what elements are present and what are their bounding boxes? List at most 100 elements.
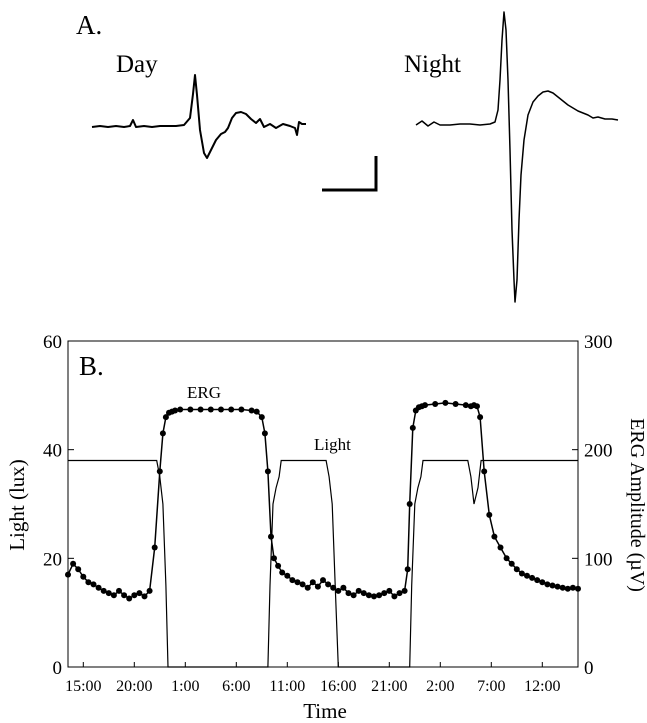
erg-point <box>513 566 520 573</box>
erg-point <box>575 585 581 592</box>
erg-point <box>187 406 194 413</box>
plot-frame <box>67 340 579 668</box>
erg-point <box>110 592 117 599</box>
erg-point <box>228 406 235 413</box>
y-left-axis-label: Light (lux) <box>5 459 29 551</box>
panel-a-label: A. <box>76 10 102 40</box>
erg-point <box>350 592 357 599</box>
erg-point <box>309 579 316 586</box>
x-axis: 15:00 20:00 1:00 6:00 11:00 16:00 21:00 2:00 7:0… <box>65 662 561 695</box>
erg-point <box>207 406 214 413</box>
erg-point <box>474 403 480 410</box>
erg-point <box>355 587 362 594</box>
x-tick-label: 16:00 <box>320 678 356 695</box>
y-left-tick-label: 0 <box>53 658 63 679</box>
erg-point <box>248 407 255 414</box>
erg-point <box>294 579 301 586</box>
erg-point <box>406 501 413 507</box>
erg-point <box>70 560 77 567</box>
erg-point <box>253 408 260 415</box>
erg-point <box>340 584 347 591</box>
erg-point <box>335 587 342 594</box>
y-right-tick-label: 0 <box>584 658 594 679</box>
erg-point <box>126 595 133 602</box>
erg-point <box>121 592 128 599</box>
y-left-tick-label: 40 <box>43 441 62 462</box>
x-tick-label: 15:00 <box>65 678 101 695</box>
erg-point <box>172 407 179 414</box>
erg-point <box>452 401 459 407</box>
erg-point <box>391 593 398 600</box>
x-tick-label: 12:00 <box>524 678 560 695</box>
erg-point <box>258 414 265 421</box>
erg-point <box>151 544 158 551</box>
x-tick-label: 11:00 <box>269 678 305 695</box>
erg-point <box>396 590 403 597</box>
erg-point <box>409 424 416 431</box>
erg-point <box>524 572 530 579</box>
night-label: Night <box>404 51 461 78</box>
erg-point <box>177 406 184 413</box>
erg-point <box>401 587 408 594</box>
x-tick-label: 6:00 <box>222 678 250 695</box>
x-tick-label: 7:00 <box>477 678 505 695</box>
erg-point <box>279 569 286 576</box>
x-tick-label: 20:00 <box>116 678 152 695</box>
erg-point <box>159 430 166 437</box>
erg-point <box>497 544 504 551</box>
erg-point <box>65 571 71 578</box>
erg-point <box>304 584 311 591</box>
erg-point <box>314 583 321 590</box>
erg-point <box>569 584 576 591</box>
day-label: Day <box>116 51 158 78</box>
erg-point <box>503 555 510 562</box>
erg-point <box>376 592 383 599</box>
erg-point <box>404 566 411 573</box>
erg-point <box>462 402 469 409</box>
x-tick-label: 1:00 <box>171 678 199 695</box>
erg-point <box>85 579 92 586</box>
erg-point <box>508 560 515 567</box>
light-series-line <box>68 459 578 668</box>
erg-point <box>549 582 556 589</box>
erg-point <box>75 566 82 573</box>
erg-point <box>238 406 245 413</box>
erg-point <box>116 587 122 594</box>
scale-bar <box>322 156 378 192</box>
erg-point <box>264 468 271 475</box>
erg-point <box>299 581 306 588</box>
erg-point <box>539 579 546 586</box>
night-trace <box>415 11 619 303</box>
erg-point <box>422 402 428 409</box>
erg-point <box>105 590 112 597</box>
erg-point <box>320 577 326 584</box>
erg-point <box>146 587 153 594</box>
erg-point <box>432 401 439 407</box>
panel-b-label: B. <box>79 351 104 381</box>
erg-point <box>131 592 138 599</box>
x-tick-label: 21:00 <box>371 678 407 695</box>
erg-point <box>381 590 388 597</box>
day-trace <box>91 74 306 159</box>
erg-point <box>544 581 551 588</box>
erg-point <box>162 414 169 421</box>
erg-point <box>534 577 541 584</box>
erg-point <box>289 577 296 584</box>
left-axis: 0 20 40 60 <box>43 332 74 679</box>
erg-point <box>156 468 163 475</box>
erg-series-points <box>65 399 581 602</box>
erg-point <box>197 406 204 413</box>
erg-point <box>80 573 87 580</box>
erg-point <box>275 562 282 569</box>
erg-point <box>325 581 332 588</box>
erg-point <box>486 511 493 518</box>
right-axis: 0 100 200 300 <box>572 332 613 679</box>
erg-point <box>218 406 224 413</box>
erg-point <box>360 590 367 597</box>
erg-point <box>95 584 102 591</box>
erg-point <box>559 584 566 591</box>
erg-point <box>90 581 97 588</box>
erg-point <box>136 590 143 597</box>
y-right-tick-label: 200 <box>584 441 613 462</box>
